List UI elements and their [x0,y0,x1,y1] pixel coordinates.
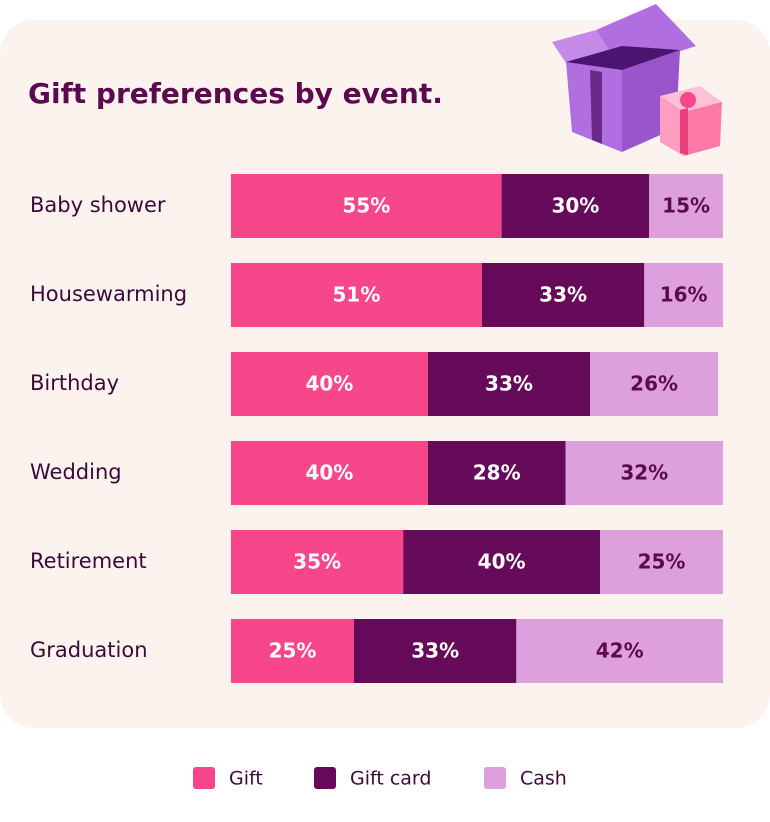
bar-segment [590,352,719,416]
value-label: 25% [638,550,686,574]
category-label: Housewarming [30,282,187,306]
value-label: 26% [630,372,678,396]
bar-segment [231,352,428,416]
chart-title: Gift preferences by event. [28,77,443,110]
value-label: 51% [333,283,381,307]
bar-segment [644,263,723,327]
bar-segment [231,174,502,238]
bar-segment [565,441,723,505]
bar-segment [600,530,723,594]
category-label: Baby shower [30,193,166,217]
bar-segment [427,352,591,416]
bar-segment [403,530,600,594]
bar-segment [501,174,650,238]
value-label: 42% [596,639,644,663]
category-label: Birthday [30,371,119,395]
value-label: 40% [478,550,526,574]
legend-label: Cash [520,768,567,790]
legend-swatch [314,767,336,789]
legend-swatch [193,767,215,789]
bar-segment [516,619,723,683]
category-label: Graduation [30,638,148,662]
value-label: 33% [411,639,459,663]
bar-segment [427,441,566,505]
legend-swatch [484,767,506,789]
category-label: Wedding [30,460,122,484]
value-label: 25% [269,639,317,663]
value-label: 35% [293,550,341,574]
value-label: 55% [342,194,390,218]
bar-segment [481,263,645,327]
value-label: 33% [485,372,533,396]
bar-segment [231,530,404,594]
bar-segment [231,619,354,683]
value-label: 32% [620,461,668,485]
bar-segment [231,263,482,327]
gift-box-illustration [552,4,722,156]
value-label: 40% [305,461,353,485]
bar-segment [231,441,428,505]
value-label: 15% [662,194,710,218]
legend-label: Gift [229,768,263,790]
value-label: 28% [473,461,521,485]
bar-segment [354,619,517,683]
value-label: 30% [551,194,599,218]
bar-segment [649,174,723,238]
value-label: 16% [660,283,708,307]
category-label: Retirement [30,549,147,573]
value-label: 33% [539,283,587,307]
value-label: 40% [305,372,353,396]
legend-label: Gift card [350,768,431,790]
